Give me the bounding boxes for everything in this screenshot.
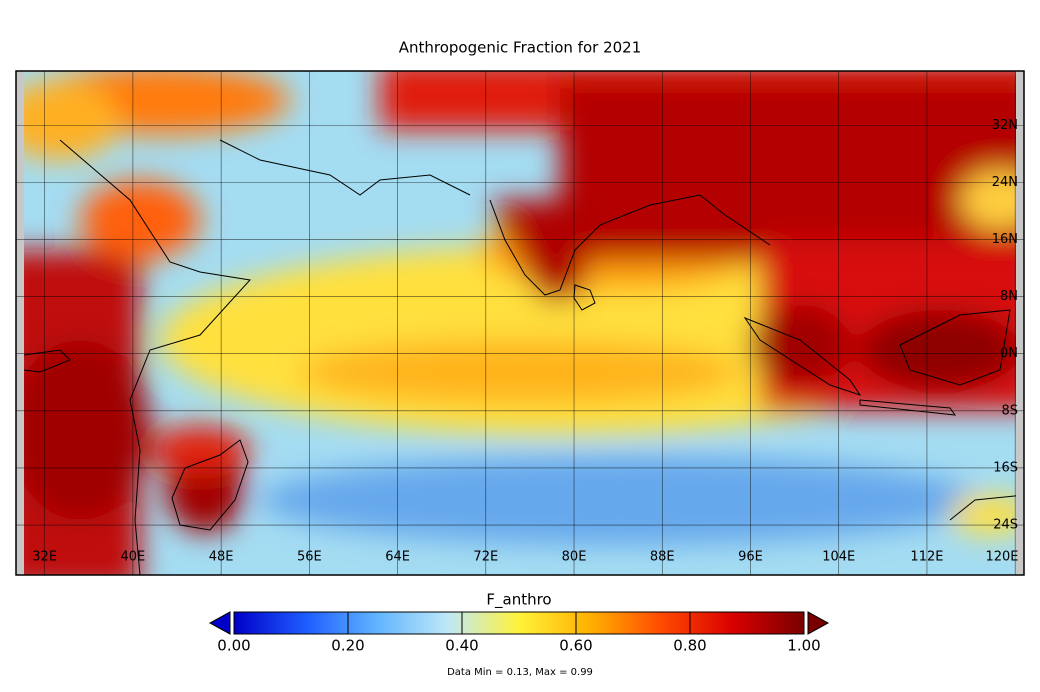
- lon-label: 64E: [385, 550, 410, 565]
- colorbar-tick-label: 0.60: [559, 637, 592, 655]
- colorbar-label: F_anthro: [486, 591, 551, 610]
- colorbar: [233, 611, 805, 635]
- lat-label: 8S: [1001, 403, 1018, 418]
- lon-label: 88E: [650, 550, 675, 565]
- colorbar-tick-label: 0.80: [673, 637, 706, 655]
- lon-label: 96E: [738, 550, 763, 565]
- data-stats: Data Min = 0.13, Max = 0.99: [447, 667, 593, 678]
- lon-label: 48E: [209, 550, 234, 565]
- colorbar-tick-label: 0.20: [331, 637, 364, 655]
- lon-label: 32E: [32, 550, 57, 565]
- lon-label: 120E: [985, 550, 1018, 565]
- map-title: Anthropogenic Fraction for 2021: [399, 39, 642, 57]
- lat-label: 16S: [993, 460, 1018, 475]
- lon-label: 72E: [473, 550, 498, 565]
- lon-label: 56E: [297, 550, 322, 565]
- map-frame: [15, 70, 1025, 576]
- map-field: [16, 71, 1024, 575]
- colorbar-tick-label: 0.40: [445, 637, 478, 655]
- lon-label: 112E: [910, 550, 943, 565]
- lat-label: 0N: [1000, 346, 1018, 361]
- colorbar-over: [807, 611, 830, 635]
- lat-label: 8N: [1000, 289, 1018, 304]
- lon-label: 80E: [562, 550, 587, 565]
- lon-label: 104E: [822, 550, 855, 565]
- lat-label: 16N: [992, 232, 1018, 247]
- colorbar-tick-label: 1.00: [787, 637, 820, 655]
- lon-label: 40E: [121, 550, 146, 565]
- lat-label: 24N: [992, 175, 1018, 190]
- lat-label: 32N: [992, 118, 1018, 133]
- colorbar-under: [208, 611, 231, 635]
- lat-label: 24S: [993, 518, 1018, 533]
- colorbar-tick-label: 0.00: [217, 637, 250, 655]
